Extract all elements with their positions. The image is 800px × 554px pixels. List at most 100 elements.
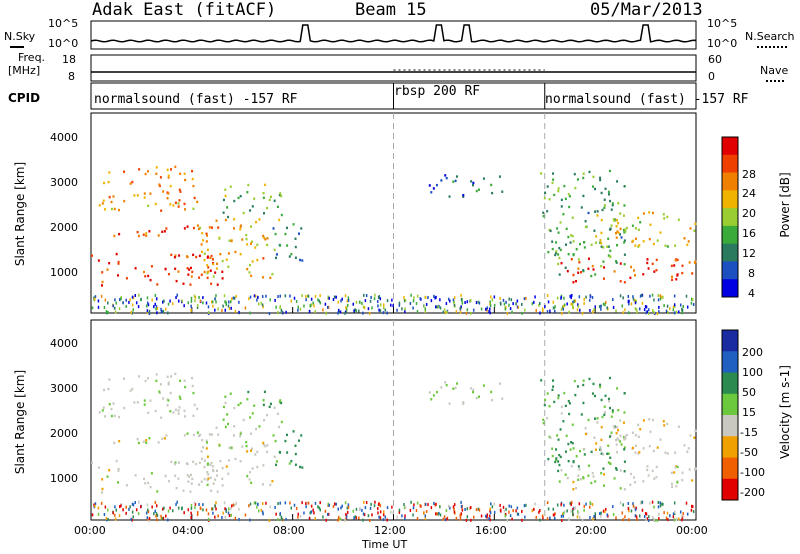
velocity-cell	[583, 448, 586, 451]
velocity-cell	[250, 432, 253, 435]
power-cell	[173, 256, 176, 259]
power-cell	[147, 274, 150, 278]
velocity-clutter-cell	[371, 513, 373, 517]
velocity-cell	[566, 476, 569, 480]
velocity-clutter-cell	[118, 514, 121, 518]
power-cell	[639, 221, 642, 224]
power-cell	[590, 243, 593, 247]
power-clutter-cell	[169, 299, 171, 303]
velocity-cell	[477, 395, 480, 398]
velocity-clutter-cell	[358, 507, 361, 511]
power-clutter-cell	[171, 302, 174, 306]
velocity-clutter-cell	[666, 511, 669, 515]
velocity-clutter-cell	[604, 510, 606, 514]
power-clutter-cell	[455, 309, 458, 313]
velocity-clutter-cell	[340, 506, 342, 510]
power-cell	[299, 258, 302, 262]
power-cell	[149, 192, 152, 195]
velocity-clutter-cell	[489, 518, 491, 522]
power-clutter-cell	[318, 299, 321, 303]
velocity-clutter-cell	[516, 512, 519, 516]
power-clutter-cell	[131, 311, 133, 315]
velocity-clutter-cell	[510, 505, 513, 509]
velocity-cell	[198, 461, 201, 465]
velocity-cell	[155, 373, 158, 376]
power-cell	[599, 238, 602, 242]
power-clutter-cell	[434, 296, 436, 300]
power-clutter-cell	[181, 299, 183, 303]
velocity-cell	[599, 448, 602, 451]
power-cell	[221, 270, 224, 274]
velocity-clutter-cell	[624, 515, 626, 519]
power-clutter-cell	[453, 301, 455, 305]
power-clutter-cell	[146, 309, 149, 313]
power-clutter-cell	[666, 304, 669, 308]
velocity-clutter-cell	[167, 518, 169, 522]
velocity-cell	[288, 462, 291, 465]
power-cell	[577, 258, 580, 261]
power-cell	[583, 246, 586, 249]
power-cell	[224, 194, 227, 198]
power-cell	[154, 202, 157, 206]
velocity-cell	[470, 387, 473, 390]
velocity-cell	[174, 474, 177, 477]
velocity-cell	[264, 445, 267, 448]
power-clutter-cell	[248, 297, 250, 301]
power-cell	[91, 254, 94, 257]
velocity-clutter-cell	[327, 512, 330, 516]
power-ytick: 1000	[50, 266, 78, 279]
velocity-clutter-cell	[443, 515, 446, 519]
velocity-cell	[167, 479, 170, 483]
power-cell	[557, 187, 560, 190]
velocity-cell	[166, 375, 169, 379]
velocity-cell	[634, 451, 637, 454]
velocity-colorbar-segment	[722, 436, 738, 458]
velocity-cell	[591, 471, 594, 475]
velocity-clutter-cell	[146, 503, 149, 507]
velocity-clutter-cell	[377, 502, 380, 506]
velocity-clutter-cell	[416, 501, 419, 505]
power-cell	[693, 261, 696, 264]
power-clutter-cell	[466, 308, 469, 312]
power-clutter-cell	[547, 300, 550, 304]
velocity-cell	[674, 451, 677, 454]
power-clutter-cell	[346, 299, 349, 303]
velocity-cell	[263, 390, 266, 394]
velocity-cell	[196, 431, 199, 434]
velocity-clutter-cell	[207, 512, 210, 516]
velocity-clutter-cell	[183, 511, 185, 515]
velocity-cell	[562, 420, 565, 423]
power-cell	[206, 264, 209, 267]
power-cell	[432, 187, 435, 190]
velocity-clutter-cell	[598, 512, 601, 516]
velocity-cell	[123, 377, 126, 380]
power-clutter-cell	[156, 306, 159, 310]
velocity-cell	[617, 428, 620, 432]
velocity-cell	[108, 469, 111, 472]
velocity-cell	[549, 436, 552, 440]
velocity-clutter-cell	[125, 511, 127, 515]
velocity-clutter-cell	[554, 512, 556, 516]
velocity-clutter-cell	[690, 504, 693, 508]
power-cell	[572, 273, 575, 277]
power-clutter-cell	[163, 299, 165, 303]
power-clutter-cell	[114, 298, 116, 302]
power-cell	[294, 256, 297, 259]
power-cell	[167, 176, 170, 179]
velocity-clutter-cell	[97, 512, 100, 516]
velocity-clutter-cell	[367, 514, 370, 518]
velocity-clutter-cell	[319, 508, 322, 512]
power-clutter-cell	[658, 305, 660, 309]
power-cell	[602, 246, 605, 249]
power-clutter-cell	[404, 309, 406, 313]
velocity-cell	[233, 434, 236, 437]
velocity-cell	[616, 437, 619, 440]
velocity-cell	[245, 444, 248, 448]
velocity-colorbar-segment	[722, 372, 738, 395]
velocity-clutter-cell	[114, 505, 116, 509]
power-cell	[624, 230, 627, 233]
velocity-clutter-cell	[439, 513, 442, 517]
power-cell	[554, 253, 557, 257]
velocity-clutter-cell	[416, 517, 419, 521]
power-cell	[177, 270, 180, 273]
